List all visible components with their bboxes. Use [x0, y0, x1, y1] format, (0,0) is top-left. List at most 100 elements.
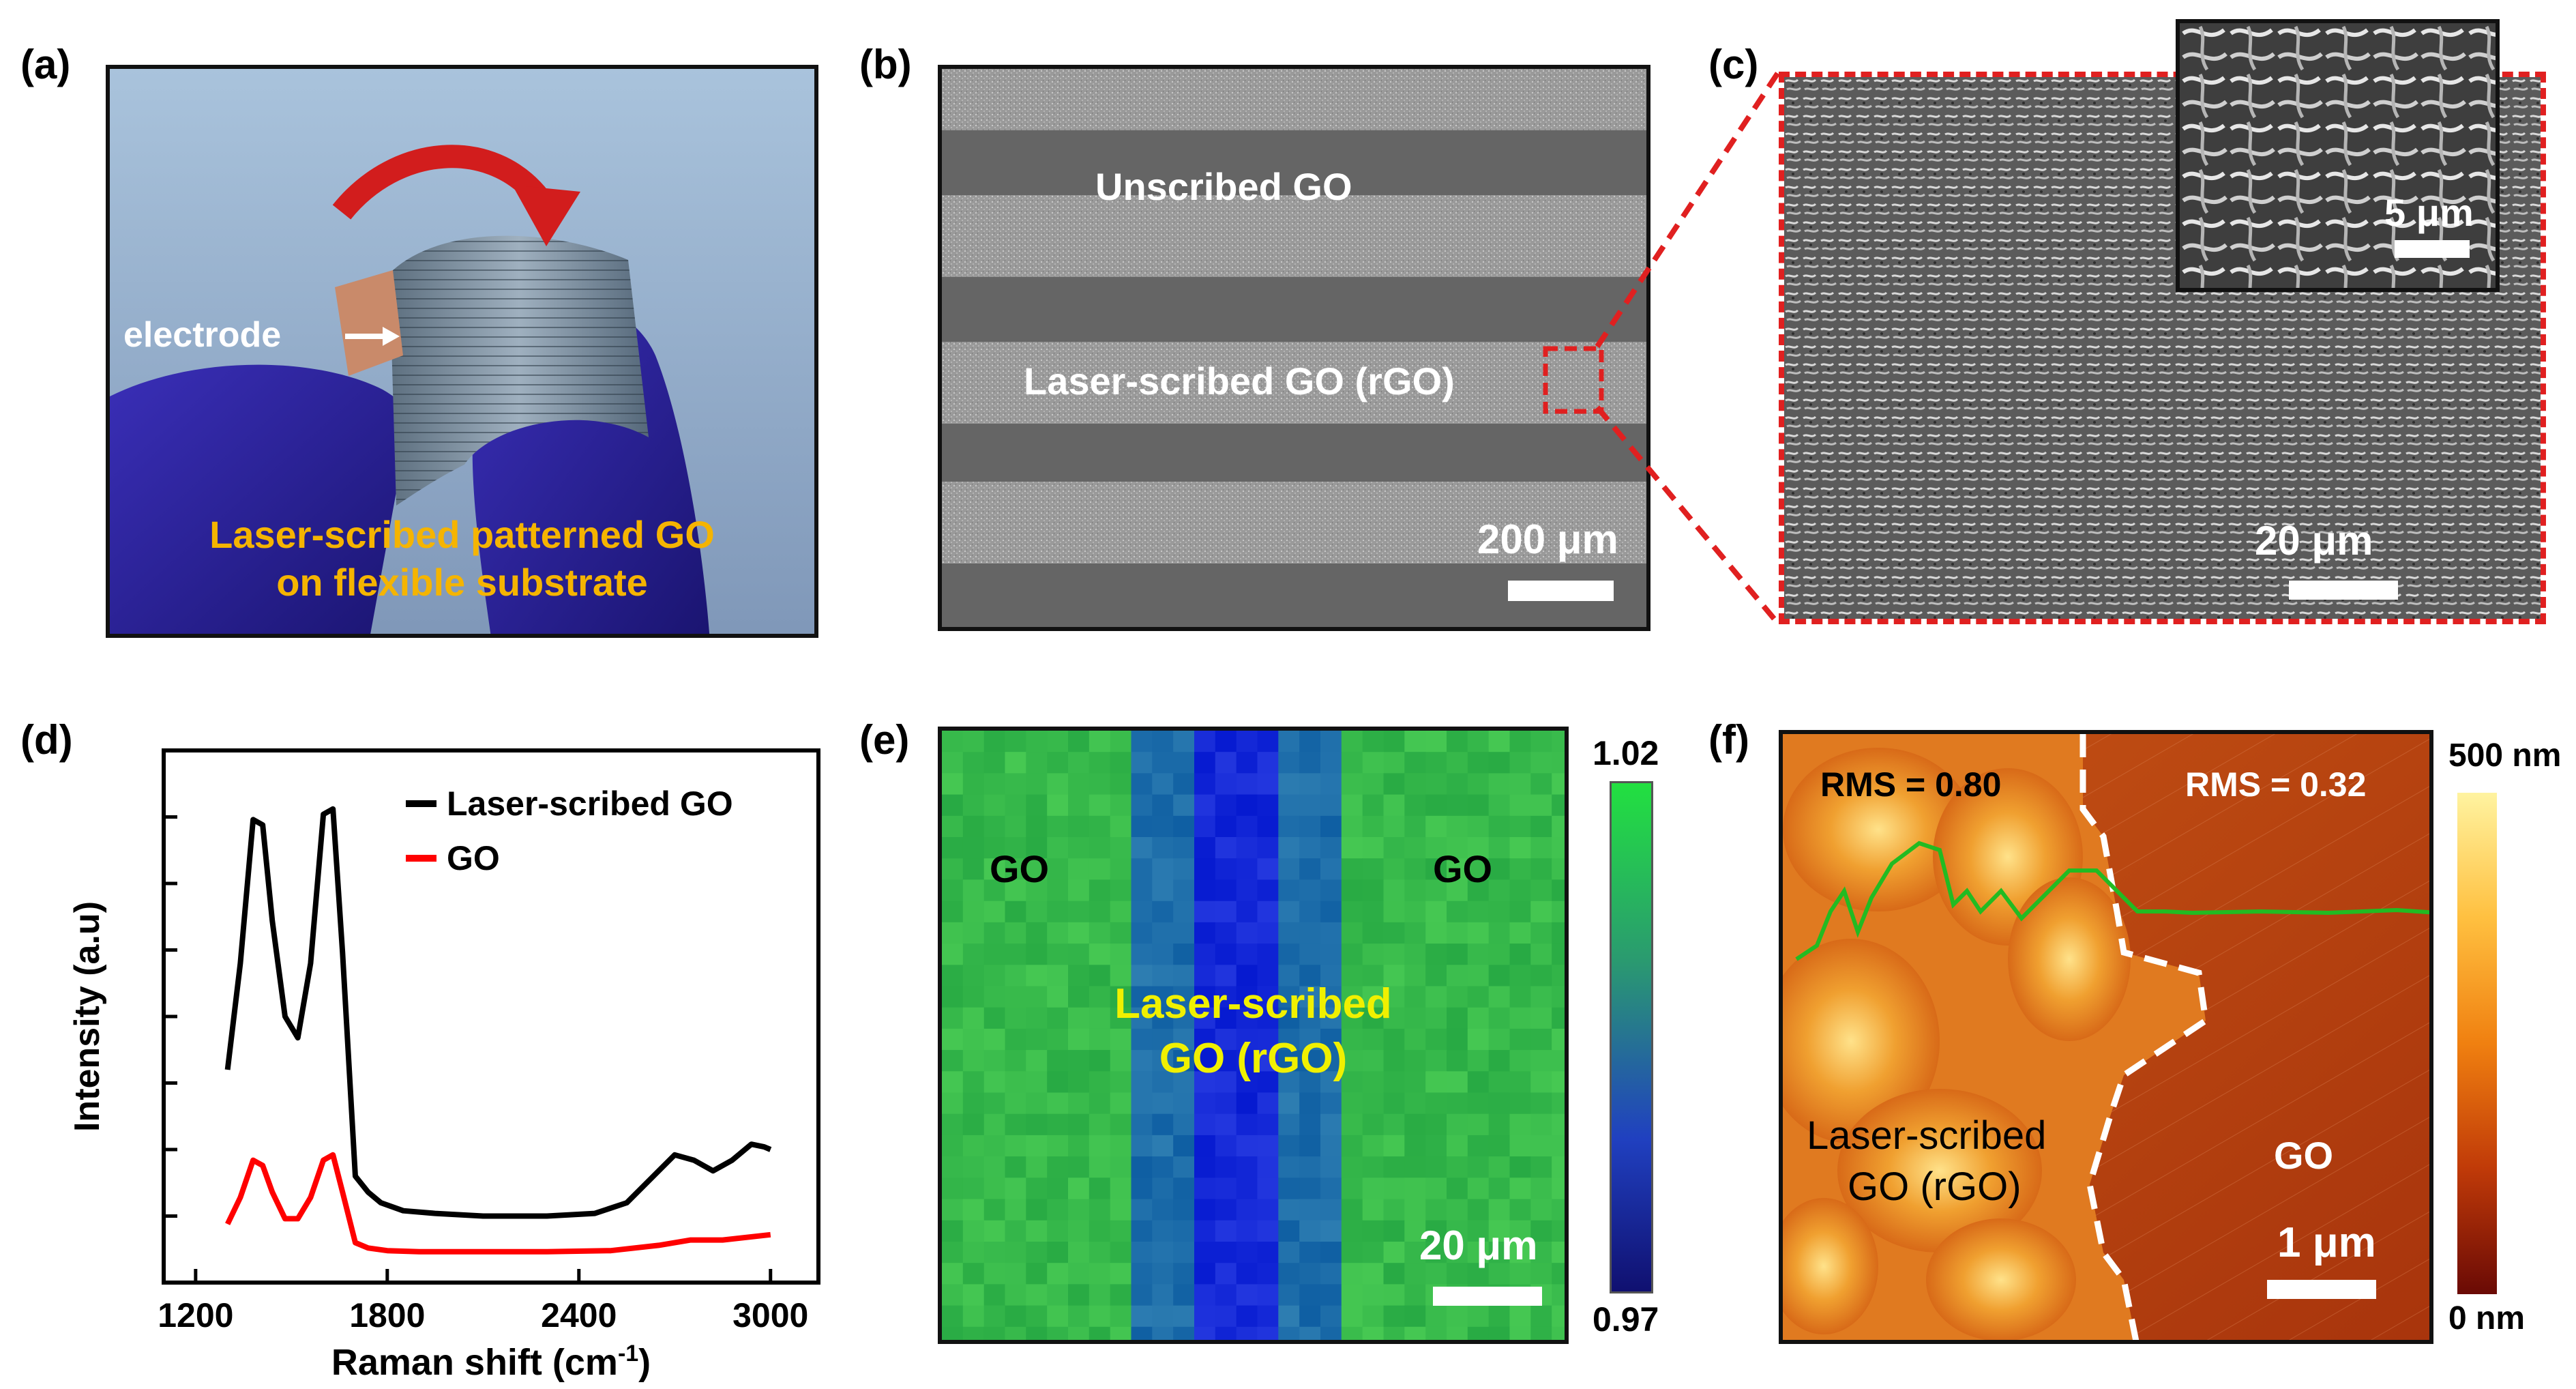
map-pixel: [1447, 794, 1468, 817]
scale-bar-f-label: 1 μm: [2277, 1219, 2376, 1266]
map-pixel: [1047, 1326, 1069, 1340]
map-pixel: [1047, 1135, 1069, 1157]
map-pixel: [1509, 986, 1531, 1008]
map-pixel: [1404, 815, 1426, 838]
map-pixel: [1152, 794, 1174, 817]
map-pixel: [1488, 944, 1511, 965]
map-pixel: [1173, 922, 1195, 944]
map-pixel: [1362, 1178, 1385, 1200]
map-pixel: [1383, 1135, 1405, 1157]
map-pixel: [962, 901, 985, 923]
map-pixel: [1552, 1199, 1565, 1221]
map-pixel: [983, 986, 1006, 1008]
map-pixel: [1341, 1050, 1363, 1072]
map-pixel: [1509, 1028, 1531, 1051]
map-pixel: [1552, 815, 1565, 838]
map-pixel: [1425, 837, 1447, 859]
map-pixel: [1552, 879, 1565, 902]
colorbar-f-min: 0 nm: [2448, 1300, 2526, 1336]
map-pixel: [1404, 794, 1426, 817]
map-pixel: [1026, 1220, 1048, 1242]
panel-letter-f: (f): [1708, 717, 1749, 763]
map-pixel: [1068, 1178, 1090, 1200]
map-pixel: [942, 922, 964, 944]
map-pixel: [1089, 986, 1111, 1008]
map-pixel: [1467, 794, 1490, 817]
map-pixel: [1299, 901, 1321, 923]
map-pixel: [942, 794, 964, 817]
map-pixel: [1194, 794, 1216, 817]
panel-letter-e: (e): [859, 717, 910, 763]
map-pixel: [1026, 752, 1048, 774]
afm-right-go-label: GO: [2274, 1134, 2334, 1177]
map-pixel: [962, 794, 985, 817]
map-pixel: [1278, 944, 1300, 965]
map-pixel: [1509, 837, 1531, 859]
map-pixel: [1026, 1263, 1048, 1285]
map-pixel: [1194, 731, 1216, 752]
map-pixel: [1467, 773, 1490, 795]
map-pixel: [1068, 1071, 1090, 1094]
map-pixel: [1320, 1178, 1342, 1200]
scribed-stripe: [942, 69, 1646, 130]
map-pixel: [1110, 901, 1132, 923]
map-pixel: [983, 1284, 1006, 1306]
map-pixel: [962, 1263, 985, 1285]
map-pixel: [1320, 1092, 1342, 1115]
map-pixel: [1467, 1199, 1490, 1221]
map-pixel: [1089, 752, 1111, 774]
map-pixel: [1089, 1113, 1111, 1136]
map-pixel: [942, 731, 964, 752]
map-pixel: [1236, 1071, 1258, 1094]
map-pixel: [1362, 815, 1385, 838]
map-pixel: [1257, 1028, 1279, 1051]
map-pixel: [962, 1242, 985, 1263]
map-pixel: [1257, 1199, 1279, 1221]
map-pixel: [1068, 837, 1090, 859]
map-pixel: [1467, 879, 1490, 902]
map-pixel: [1383, 773, 1405, 795]
map-pixel: [942, 1007, 964, 1029]
flexible-device-photo: [110, 69, 814, 634]
map-pixel: [1341, 986, 1363, 1008]
map-pixel: [1131, 1220, 1153, 1242]
map-pixel: [962, 1007, 985, 1029]
map-pixel: [942, 1050, 964, 1072]
map-pixel: [1257, 944, 1279, 965]
map-pixel: [1215, 1135, 1237, 1157]
map-pixel: [1215, 965, 1237, 987]
map-pixel: [1425, 1113, 1447, 1136]
map-pixel: [1467, 1305, 1490, 1328]
panel-a-caption-line2: on flexible substrate: [276, 561, 648, 604]
map-pixel: [1425, 1007, 1447, 1029]
map-pixel: [1362, 1007, 1385, 1029]
map-pixel: [1383, 1242, 1405, 1263]
map-pixel: [1236, 815, 1258, 838]
map-pixel: [983, 1028, 1006, 1051]
map-pixel: [1194, 1242, 1216, 1263]
map-pixel: [1404, 773, 1426, 795]
raman-chart: 1200 1800 2400 3000 Laser-scribed GO GO Int…: [68, 748, 820, 1383]
map-pixel: [942, 1071, 964, 1094]
map-pixel: [1089, 858, 1111, 880]
map-pixel: [1341, 1199, 1363, 1221]
map-pixel: [1131, 1007, 1153, 1029]
map-pixel: [1488, 965, 1511, 987]
map-pixel: [1404, 1199, 1426, 1221]
map-pixel: [1194, 1092, 1216, 1115]
scale-bar-inset: [2395, 240, 2470, 258]
map-pixel: [1005, 879, 1026, 902]
map-pixel: [1488, 773, 1511, 795]
map-pixel: [1047, 879, 1069, 902]
map-pixel: [1467, 731, 1490, 752]
map-pixel: [1131, 1242, 1153, 1263]
panel-letter-d: (d): [20, 717, 73, 763]
map-pixel: [1110, 1178, 1132, 1200]
map-pixel: [1068, 1326, 1090, 1340]
map-pixel: [1341, 922, 1363, 944]
map-pixel: [1173, 1199, 1195, 1221]
map-pixel: [1404, 837, 1426, 859]
map-pixel: [1509, 901, 1531, 923]
map-pixel: [1362, 1050, 1385, 1072]
map-pixel: [1047, 901, 1069, 923]
